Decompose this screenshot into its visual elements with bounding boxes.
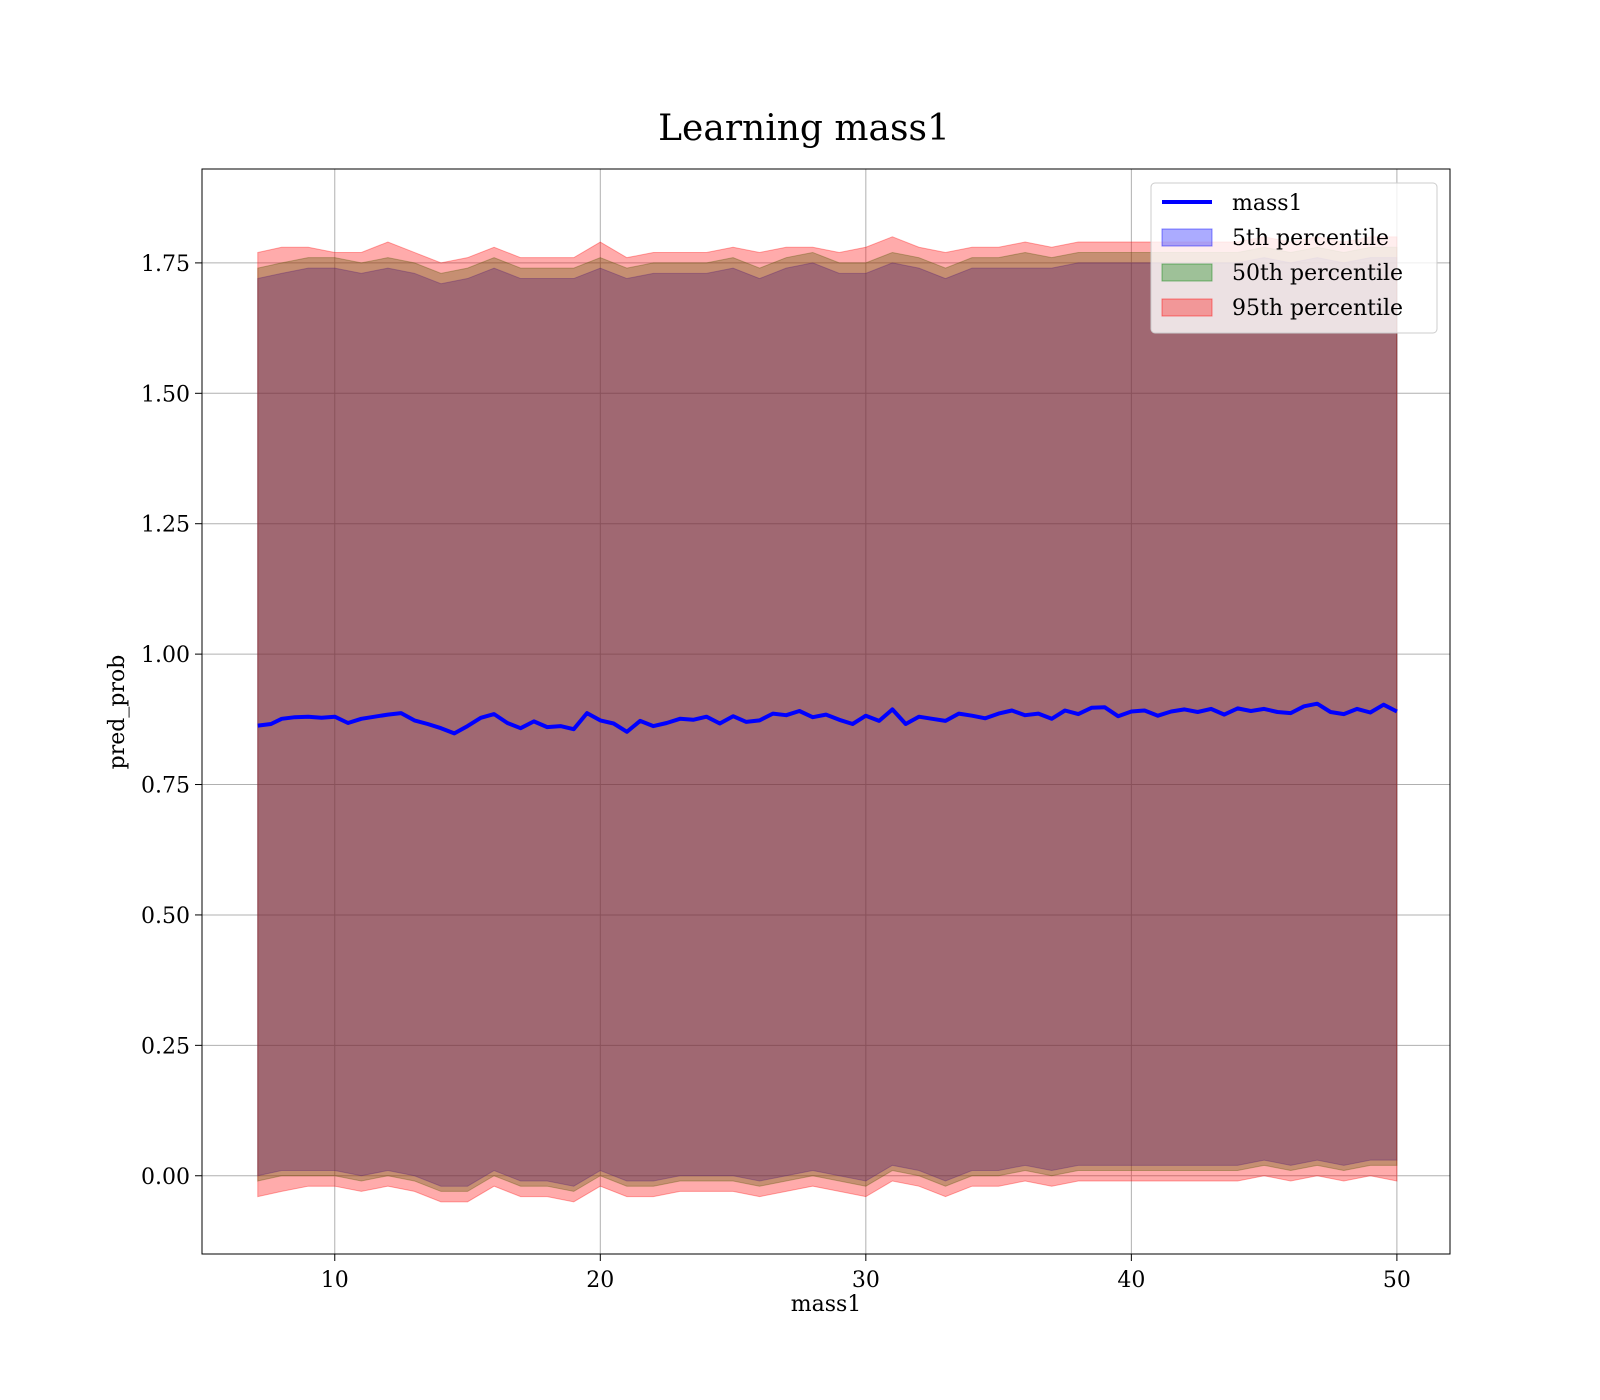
- x-axis-ticks: 10 20 30 40 50: [321, 1254, 1411, 1293]
- y-tick-label: 1.50: [141, 382, 190, 407]
- y-tick-label: 1.25: [141, 513, 190, 538]
- band-50th-percentile: [257, 246, 1398, 1192]
- y-tick-label: 0.00: [141, 1165, 190, 1190]
- x-tick-label: 10: [321, 1268, 349, 1293]
- legend: mass1 5th percentile 50th percentile 95th p…: [1150, 182, 1438, 334]
- plot-area: 10 20 30 40 50 0.00 0.25 0.50 0.75 1.00 1.25 1.50 1…: [141, 168, 1451, 1293]
- legend-swatch-5th-percentile: [1161, 228, 1213, 247]
- y-tick-label: 0.25: [141, 1034, 190, 1059]
- gridlines: [202, 169, 1450, 1254]
- percentile-bands: [257, 236, 1398, 1203]
- y-tick-label: 0.50: [141, 904, 190, 929]
- chart-title: Learning mass1: [658, 108, 950, 149]
- y-tick-label: 1.75: [141, 252, 190, 277]
- legend-label-5th-percentile: 5th percentile: [1232, 226, 1389, 251]
- x-tick-label: 40: [1117, 1268, 1145, 1293]
- series-lines: [257, 701, 1398, 736]
- plot-frame: [201, 168, 1451, 1255]
- legend-label-50th-percentile: 50th percentile: [1232, 261, 1403, 286]
- y-tick-label: 0.75: [141, 774, 190, 799]
- band-5th-percentile: [257, 257, 1398, 1187]
- band-95th-percentile: [257, 236, 1398, 1203]
- x-tick-label: 50: [1383, 1268, 1411, 1293]
- x-axis-label: mass1: [791, 1292, 862, 1317]
- legend-box: [1150, 182, 1438, 334]
- legend-swatch-50th-percentile: [1161, 263, 1213, 282]
- x-tick-label: 30: [852, 1268, 880, 1293]
- y-tick-label: 1.00: [141, 643, 190, 668]
- legend-swatch-95th-percentile: [1161, 298, 1213, 317]
- y-axis-ticks: 0.00 0.25 0.50 0.75 1.00 1.25 1.50 1.75: [141, 252, 202, 1190]
- x-tick-label: 20: [586, 1268, 614, 1293]
- y-axis-label: pred_prob: [105, 655, 130, 770]
- line-mass1: [257, 701, 1398, 736]
- legend-label-mass1: mass1: [1232, 191, 1303, 216]
- legend-label-95th-percentile: 95th percentile: [1232, 296, 1403, 321]
